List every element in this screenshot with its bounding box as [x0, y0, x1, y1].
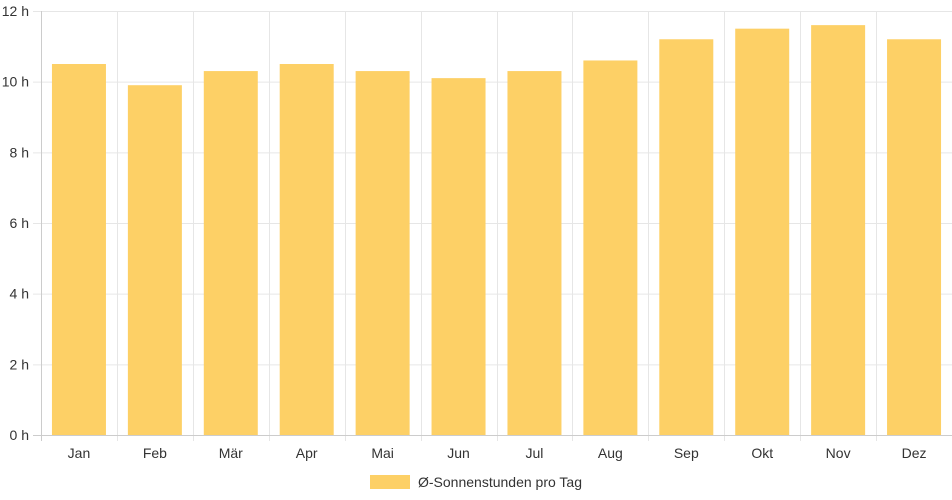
legend[interactable]: Ø-Sonnenstunden pro Tag: [370, 474, 582, 490]
bar-apr[interactable]: [279, 64, 334, 435]
legend-swatch[interactable]: [370, 475, 410, 489]
x-tick-label: Okt: [751, 445, 773, 461]
y-tick-label: 12 h: [2, 3, 29, 19]
x-tick-label: Jun: [447, 445, 470, 461]
bar-feb[interactable]: [127, 85, 182, 435]
axes: [33, 11, 952, 441]
y-tick-label: 8 h: [10, 144, 29, 160]
bar-mai[interactable]: [355, 71, 410, 436]
y-tick-label: 6 h: [10, 215, 29, 231]
y-tick-label: 2 h: [10, 356, 29, 372]
x-tick-label: Feb: [143, 445, 167, 461]
y-tick-label: 10 h: [2, 74, 29, 90]
bar-okt[interactable]: [735, 28, 790, 436]
y-tick-label: 0 h: [10, 427, 29, 443]
x-tick-label: Mär: [219, 445, 243, 461]
x-tick-label: Jan: [68, 445, 91, 461]
bar-jul[interactable]: [507, 71, 562, 436]
bar-mär[interactable]: [203, 71, 258, 436]
x-tick-label: Jul: [526, 445, 544, 461]
grid-lines: [33, 11, 952, 441]
bar-nov[interactable]: [811, 25, 866, 436]
bar-jan[interactable]: [51, 64, 106, 435]
bars-group: [51, 25, 942, 436]
legend-label[interactable]: Ø-Sonnenstunden pro Tag: [418, 474, 582, 490]
x-tick-label: Nov: [826, 445, 851, 461]
bar-jun[interactable]: [431, 78, 486, 435]
x-tick-label: Apr: [296, 445, 318, 461]
x-tick-label: Sep: [674, 445, 699, 461]
bar-dez[interactable]: [887, 39, 942, 436]
y-tick-label: 4 h: [10, 286, 29, 302]
x-tick-label: Aug: [598, 445, 623, 461]
x-tick-label: Mai: [371, 445, 394, 461]
x-tick-label: Dez: [902, 445, 927, 461]
bar-sep[interactable]: [659, 39, 714, 436]
y-axis-tick-labels: 0 h 2 h 4 h 6 h 8 h 10 h 12 h: [2, 3, 29, 443]
x-axis-tick-labels: Jan Feb Mär Apr Mai Jun Jul Aug Sep Okt Nov Dez: [68, 445, 927, 461]
bar-aug[interactable]: [583, 60, 638, 435]
